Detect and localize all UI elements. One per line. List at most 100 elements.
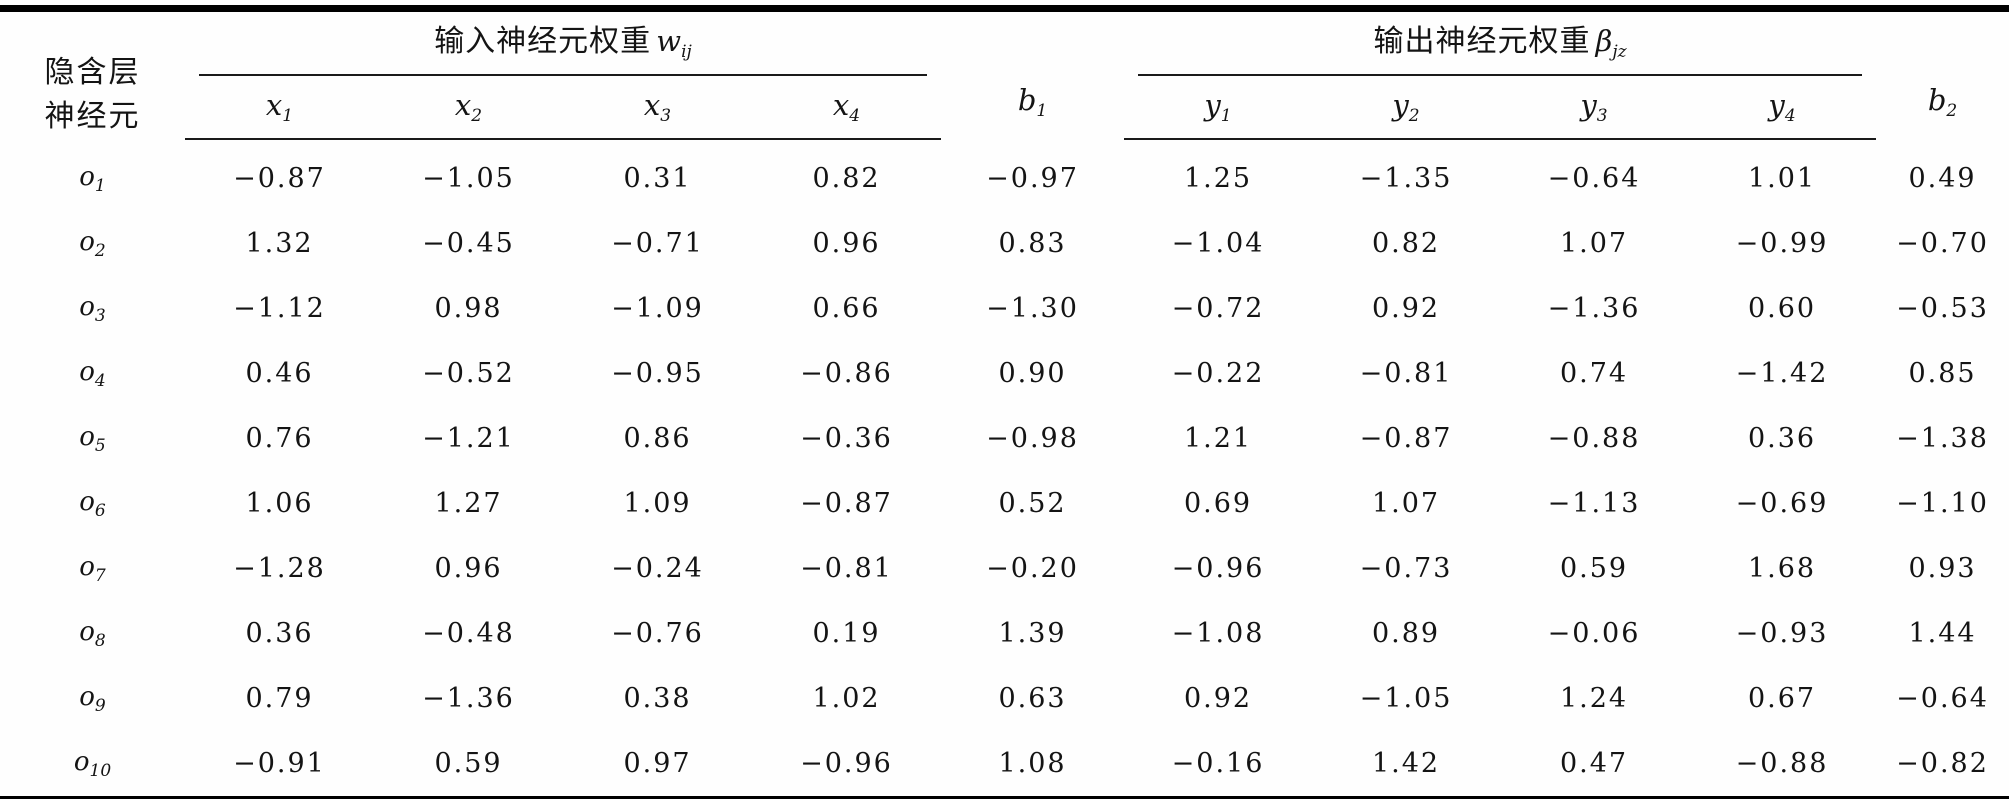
weight-value-cell: 0.92 (1371, 293, 1441, 324)
weight-value-cell: −0.87 (800, 488, 893, 519)
weight-value-cell: −0.16 (1171, 748, 1265, 779)
weight-value-cell: 0.63 (998, 683, 1067, 714)
row-label-symbol: o (79, 357, 95, 387)
output-weights-symbol: β (1595, 24, 1613, 58)
weight-value-cell: −1.09 (611, 293, 704, 324)
weight-value-cell: 0.82 (812, 163, 881, 194)
row-label-subscript: 6 (94, 501, 106, 521)
weight-value-cell: 0.97 (623, 748, 692, 779)
table-row: o7 −1.28 0.96 −0.24 −0.81 −0.20 −0.96 −0.73 0.59… (0, 536, 2009, 601)
weight-value-cell: −0.53 (1896, 293, 1989, 324)
row-label-symbol: o (79, 227, 95, 257)
weight-value-cell: −0.91 (233, 748, 326, 779)
weight-value-cell: 0.19 (812, 618, 881, 649)
table-row: o3 −1.12 0.98 −1.09 0.66 −1.30 −0.72 0.92 −1.36 0… (0, 276, 2009, 341)
col-header-x2: x2 (374, 76, 563, 140)
weight-value-cell: 0.47 (1559, 748, 1629, 779)
weight-value-cell: −0.70 (1896, 228, 1989, 259)
weight-value-cell: 0.36 (1747, 423, 1817, 454)
weight-value-cell: −0.72 (1171, 293, 1265, 324)
weight-value-cell: 0.59 (1559, 553, 1629, 584)
weight-value-cell: −0.64 (1547, 163, 1641, 194)
row-label: o6 (0, 471, 185, 536)
table-row: o1 −0.87 −1.05 0.31 0.82 −0.97 1.25 −1.35 −0.64 1… (0, 139, 2009, 211)
weight-value-cell: −0.97 (986, 162, 1079, 194)
row-label: o4 (0, 341, 185, 406)
weight-value-cell: 0.46 (245, 358, 314, 389)
col-header-y3: y3 (1500, 76, 1689, 140)
weight-value-cell: 0.52 (998, 488, 1067, 519)
weight-value-cell: −1.08 (1171, 618, 1265, 649)
weight-value-cell: 1.25 (1183, 163, 1253, 194)
row-label: o9 (0, 666, 185, 731)
row-label: o8 (0, 601, 185, 666)
weight-value-cell: 0.49 (1908, 162, 1977, 194)
table-body: o1 −0.87 −1.05 0.31 0.82 −0.97 1.25 −1.35 −0.64 1… (0, 139, 2009, 799)
weights-table: 隐含层 神经元 输入神经元权重 wij b1 输出神经元权重 βjz (0, 5, 2009, 799)
weight-value-cell: 0.76 (245, 423, 314, 454)
col-header-y2: y2 (1312, 76, 1501, 140)
weight-value-cell: 1.21 (1183, 423, 1253, 454)
weight-value-cell: −0.96 (1171, 553, 1265, 584)
weight-value-cell: 1.27 (434, 488, 503, 519)
weight-value-cell: 0.96 (434, 553, 503, 584)
weight-value-cell: 0.83 (998, 228, 1067, 259)
row-label: o2 (0, 211, 185, 276)
weight-value-cell: 0.67 (1747, 683, 1817, 714)
weight-value-cell: −0.88 (1735, 748, 1829, 779)
row-label: o5 (0, 406, 185, 471)
weight-value-cell: −0.22 (1171, 358, 1265, 389)
weight-value-cell: 0.38 (623, 683, 692, 714)
weight-value-cell: −0.88 (1547, 423, 1641, 454)
weight-value-cell: 0.82 (1371, 228, 1441, 259)
weight-value-cell: 0.98 (434, 293, 503, 324)
weight-value-cell: −1.36 (422, 683, 515, 714)
row-label-subscript: 2 (94, 241, 106, 261)
row-label-symbol: o (79, 682, 95, 712)
weight-value-cell: −0.06 (1547, 618, 1641, 649)
row-label: o1 (0, 139, 185, 211)
weight-value-cell: −0.86 (800, 358, 893, 389)
weight-value-cell: −1.12 (233, 293, 326, 324)
col-header-x4: x4 (752, 76, 942, 140)
table-row: o9 0.79 −1.36 0.38 1.02 0.63 0.92 −1.05 1.24 0.67… (0, 666, 2009, 731)
row-label: o10 (0, 731, 185, 799)
header-row-subcolumns: x1 x2 x3 x4 y1 y2 y3 y4 (0, 76, 2009, 140)
col-header-y1: y1 (1124, 76, 1313, 140)
input-weights-title: 输入神经元权重 (434, 24, 652, 59)
weight-value-cell: 1.44 (1908, 618, 1977, 649)
weight-value-cell: 1.08 (998, 748, 1067, 779)
weight-value-cell: 0.69 (1183, 488, 1253, 519)
weight-value-cell: −1.05 (1359, 683, 1453, 714)
weight-value-cell: −0.81 (1359, 358, 1453, 389)
table-row: o8 0.36 −0.48 −0.76 0.19 1.39 −1.08 0.89 −0.06 −0… (0, 601, 2009, 666)
row-label-symbol: o (79, 292, 95, 322)
weight-value-cell: −0.82 (1896, 748, 1989, 779)
row-label-subscript: 9 (94, 696, 106, 716)
table-row: o2 1.32 −0.45 −0.71 0.96 0.83 −1.04 0.82 1.07 −0.… (0, 211, 2009, 276)
weight-value-cell: 1.09 (623, 488, 692, 519)
weight-value-cell: −0.99 (1735, 228, 1829, 259)
weight-value-cell: −0.95 (611, 358, 704, 389)
header-row-groups: 隐含层 神经元 输入神经元权重 wij b1 输出神经元权重 βjz (0, 9, 2009, 134)
weight-value-cell: 1.01 (1747, 163, 1817, 194)
table-row: o5 0.76 −1.21 0.86 −0.36 −0.98 1.21 −0.87 −0.88 0… (0, 406, 2009, 471)
weight-value-cell: −0.87 (233, 163, 326, 194)
weight-value-cell: −1.36 (1547, 293, 1641, 324)
weight-value-cell: −1.05 (422, 163, 515, 194)
weight-value-cell: 1.68 (1747, 553, 1817, 584)
row-label-subscript: 5 (94, 436, 106, 456)
col-header-x1: x1 (185, 76, 374, 140)
weight-value-cell: 0.96 (812, 228, 881, 259)
row-label: o3 (0, 276, 185, 341)
weight-value-cell: −0.20 (986, 553, 1079, 584)
input-weights-group-header: 输入神经元权重 wij (185, 9, 941, 76)
weight-value-cell: 1.07 (1559, 228, 1629, 259)
weight-value-cell: −0.24 (611, 553, 704, 584)
row-label-symbol: o (73, 747, 90, 777)
weight-value-cell: −0.45 (422, 228, 515, 259)
row-label-subscript: 8 (94, 631, 106, 651)
row-label-subscript: 4 (94, 371, 106, 391)
weight-value-cell: 0.66 (812, 293, 881, 324)
